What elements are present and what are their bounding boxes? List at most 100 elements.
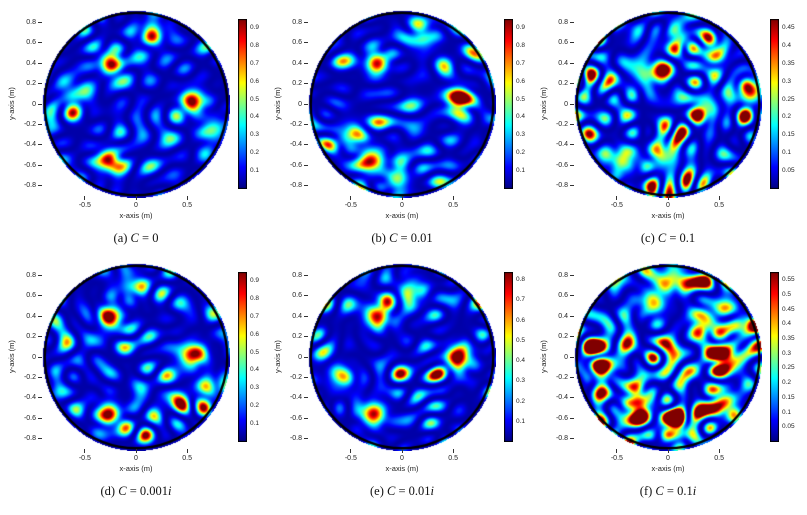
colorbar [770, 19, 779, 189]
subplot-caption: (f) C = 0.1i [538, 484, 798, 499]
y-tick-label: 0.8 [292, 271, 302, 279]
caption-eq: = [395, 484, 409, 498]
y-tick-mark [570, 83, 574, 85]
colorbar-tick-label: 0.3 [782, 349, 792, 357]
colorbar-tick-label: 0.35 [782, 59, 795, 67]
y-tick-mark [38, 438, 42, 440]
subplot-a: y-axis (m) x-axis (m) (a) C = 0 0.8 0.6 0.… [4, 4, 270, 257]
subplot-caption: (e) C = 0.01i [272, 484, 532, 499]
y-tick-mark [38, 185, 42, 187]
y-tick-label: 0.6 [558, 292, 568, 300]
colorbar-tick-label: 0.5 [516, 336, 526, 344]
y-tick-label: -0.6 [289, 414, 302, 422]
y-tick-mark [570, 315, 574, 317]
colorbar-tick-label: 0.2 [250, 149, 260, 157]
y-tick-mark [570, 103, 574, 105]
colorbar-tick-label: 0.5 [250, 95, 260, 103]
y-tick-label: 0.8 [558, 271, 568, 279]
colorbar-tick-label: 0.8 [250, 41, 260, 49]
colorbar-tick-label: 0.2 [516, 149, 526, 157]
x-tick-label: 0.5 [448, 202, 458, 209]
x-tick-label: -0.5 [344, 202, 357, 209]
caption-index: (b) [371, 231, 390, 245]
caption-eq: = [138, 231, 153, 245]
y-tick-mark [570, 295, 574, 297]
y-tick-label: 0.4 [292, 312, 302, 320]
colorbar-tick-label: 0.4 [516, 113, 526, 121]
y-tick-label: -0.8 [289, 182, 302, 190]
y-tick-mark [38, 336, 42, 338]
x-tick-label: 0 [134, 202, 138, 209]
y-tick-mark [570, 144, 574, 146]
y-tick-label: -0.6 [289, 161, 302, 169]
y-tick-label: 0 [32, 100, 36, 108]
y-tick-mark [304, 144, 308, 146]
subplot-caption: (a) C = 0 [6, 231, 266, 246]
y-tick-mark [304, 123, 308, 125]
y-tick-mark [304, 417, 308, 419]
colorbar-tick-label: 0.1 [516, 417, 526, 425]
y-tick-mark [304, 397, 308, 399]
y-tick-mark [38, 417, 42, 419]
y-tick-label: -0.8 [555, 182, 568, 190]
y-tick-mark [570, 185, 574, 187]
y-tick-mark [304, 62, 308, 64]
colorbar-tick-label: 0.3 [250, 131, 260, 139]
y-tick-label: 0.6 [292, 39, 302, 47]
y-tick-mark [570, 123, 574, 125]
y-tick-mark [304, 274, 308, 276]
y-tick-label: 0.6 [26, 39, 36, 47]
y-tick-label: -0.8 [23, 182, 36, 190]
colorbar-tick-label: 0.45 [782, 23, 795, 31]
contour-heatmap-canvas [308, 10, 496, 198]
colorbar-tick-label: 0.3 [516, 131, 526, 139]
colorbar-tick-label: 0.2 [250, 402, 260, 410]
colorbar-tick-label: 0.45 [782, 305, 795, 313]
y-tick-mark [38, 42, 42, 44]
y-tick-label: 0 [564, 100, 568, 108]
colorbar-tick-label: 0.7 [250, 59, 260, 67]
colorbar-tick-label: 0.2 [782, 379, 792, 387]
colorbar-tick-label: 0.2 [516, 397, 526, 405]
caption-value: 0.1 [677, 484, 693, 498]
y-tick-label: -0.2 [555, 373, 568, 381]
x-axis-label: x-axis (m) [651, 464, 685, 473]
colorbar-tick-label: 0.15 [782, 131, 795, 139]
colorbar-tick-label: 0.3 [782, 77, 792, 85]
colorbar-tick-label: 0.05 [782, 167, 795, 175]
y-tick-label: 0.6 [558, 39, 568, 47]
x-tick-label: 0.5 [714, 202, 724, 209]
colorbar-tick-label: 0.9 [516, 23, 526, 31]
x-tick-mark [718, 196, 720, 200]
y-tick-label: 0 [298, 353, 302, 361]
x-tick-label: 0.5 [448, 455, 458, 462]
x-tick-label: -0.5 [610, 202, 623, 209]
y-tick-label: -0.6 [555, 414, 568, 422]
colorbar-tick-label: 0.2 [782, 113, 792, 121]
y-tick-label: 0.4 [558, 312, 568, 320]
y-tick-label: -0.4 [289, 141, 302, 149]
y-tick-label: -0.4 [289, 394, 302, 402]
y-tick-label: -0.2 [555, 120, 568, 128]
y-tick-label: 0.2 [558, 80, 568, 88]
caption-eq: = [126, 484, 140, 498]
y-tick-label: 0.2 [26, 80, 36, 88]
x-tick-mark [84, 449, 86, 453]
caption-imaginary-unit: i [692, 484, 697, 498]
colorbar-tick-label: 0.6 [516, 316, 526, 324]
y-tick-label: -0.2 [23, 120, 36, 128]
x-tick-mark [350, 449, 352, 453]
caption-variable: C [118, 484, 127, 498]
colorbar-tick-label: 0.7 [250, 312, 260, 320]
caption-imaginary-unit: i [168, 484, 172, 498]
x-tick-label: -0.5 [610, 455, 623, 462]
y-tick-mark [38, 295, 42, 297]
caption-index: (f) [639, 484, 656, 498]
colorbar-tick-label: 0.1 [250, 420, 260, 428]
y-tick-mark [570, 274, 574, 276]
x-tick-label: 0 [400, 202, 404, 209]
y-tick-mark [570, 438, 574, 440]
y-tick-mark [570, 336, 574, 338]
colorbar-tick-label: 0.35 [782, 335, 795, 343]
y-tick-label: -0.6 [555, 161, 568, 169]
